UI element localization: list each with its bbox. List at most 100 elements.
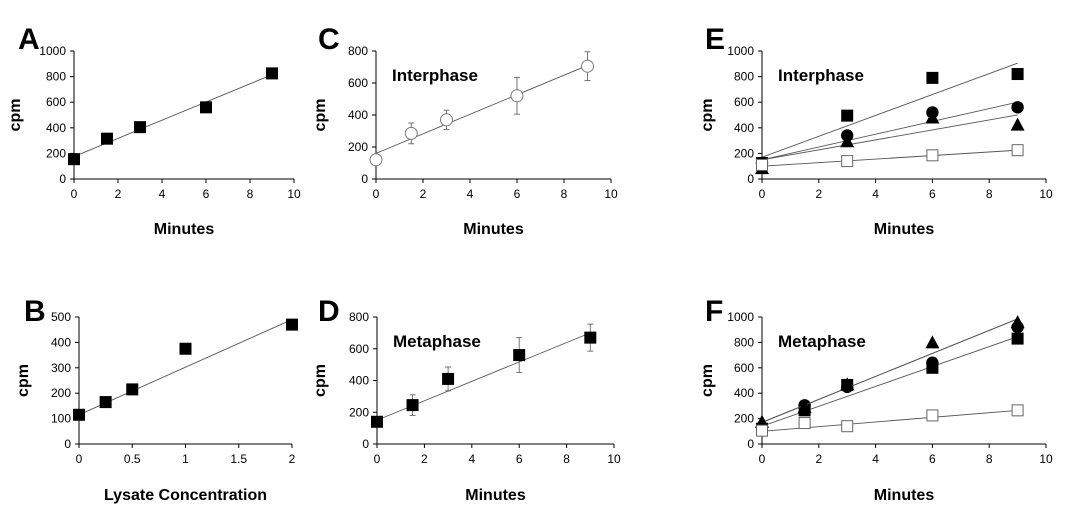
x-axis-title: Minutes: [874, 487, 935, 504]
x-tick-label: 2: [815, 187, 822, 201]
data-point: [1011, 68, 1024, 81]
data-point: [101, 132, 113, 145]
y-tick-label: 800: [734, 335, 754, 349]
data-point: [286, 318, 298, 331]
y-tick-label: 400: [46, 121, 66, 135]
data-point: [200, 101, 212, 114]
x-tick-label: 1.5: [230, 452, 247, 466]
x-tick-label: 2: [115, 187, 122, 201]
data-point: [73, 408, 85, 421]
x-axis-title: Minutes: [154, 221, 215, 238]
y-tick-label: 400: [349, 374, 369, 388]
phase-label: Metaphase: [393, 332, 481, 351]
series-4-square-open: [756, 144, 1024, 171]
x-tick-label: 4: [467, 187, 474, 201]
y-tick-label: 200: [734, 146, 754, 160]
panel-a: A 0 200 400 600 800 1000 0 2 4 6 8 10 Minutes cpm: [7, 23, 301, 238]
x-axis-title: Minutes: [463, 221, 524, 238]
y-tick-label: 0: [361, 172, 368, 186]
y-axis-title: cpm: [312, 364, 329, 397]
y-tick-label: 600: [348, 76, 368, 90]
panel-letter: C: [318, 23, 340, 56]
data-point: [584, 331, 597, 344]
panel-d: D 0 200 400 600 800 0 2 4 6 8 10 Minutes cpm Metaphase: [312, 295, 621, 504]
x-tick-label: 8: [563, 452, 570, 466]
y-tick-label: 300: [51, 361, 71, 375]
series-1-square-filled: [68, 67, 278, 166]
x-axis-title: Minutes: [465, 487, 526, 504]
x-tick-label: 0: [759, 452, 766, 466]
y-axis-title: cpm: [699, 99, 716, 132]
data-point: [926, 409, 939, 422]
y-tick-label: 400: [51, 335, 71, 349]
x-tick-label: 2: [289, 452, 296, 466]
y-tick-label: 600: [349, 342, 369, 356]
x-tick-label: 2: [815, 452, 822, 466]
panel-b: B 0 100 200 300 400 500 0 0.5 1 1.5 2 Lysate Concent…: [15, 295, 298, 504]
data-point: [1011, 332, 1024, 345]
x-tick-label: 4: [872, 452, 879, 466]
y-tick-label: 200: [51, 386, 71, 400]
y-tick-label: 800: [348, 44, 368, 58]
x-tick-label: 10: [1039, 452, 1053, 466]
y-tick-label: 1000: [727, 44, 754, 58]
data-point: [841, 155, 854, 168]
x-tick-label: 2: [420, 187, 427, 201]
x-tick-label: 8: [247, 187, 254, 201]
x-tick-label: 6: [929, 452, 936, 466]
data-point: [134, 121, 146, 134]
data-point: [179, 342, 192, 355]
x-tick-label: 0: [759, 187, 766, 201]
trend-line: [761, 114, 1018, 161]
data-point: [369, 153, 383, 167]
trend-line: [78, 319, 293, 416]
x-tick-label: 0: [374, 452, 381, 466]
series-4-square-open: [756, 404, 1024, 437]
panel-letter: A: [18, 23, 40, 56]
data-point: [925, 335, 940, 349]
y-tick-label: 200: [348, 140, 368, 154]
panel-e: E 0 200 400 600 800 1000 0 2 4 6 8 10 Minutes cpm Inter…: [699, 23, 1053, 238]
panel-letter: D: [318, 295, 340, 328]
data-point: [797, 400, 812, 414]
x-axis-title: Minutes: [874, 221, 935, 238]
x-tick-label: 10: [287, 187, 301, 201]
y-tick-label: 0: [747, 437, 754, 451]
y-axis-title: cpm: [312, 99, 329, 132]
trend-line: [761, 149, 1018, 167]
y-tick-label: 0: [59, 172, 66, 186]
series-1-square-filled: [371, 323, 597, 428]
y-tick-label: 600: [734, 361, 754, 375]
y-tick-label: 0: [64, 437, 71, 451]
data-point: [926, 356, 939, 369]
y-tick-label: 800: [734, 70, 754, 84]
y-tick-label: 1000: [39, 44, 66, 58]
panel-letter: B: [24, 295, 46, 328]
x-tick-label: 6: [516, 452, 523, 466]
data-point: [840, 377, 855, 391]
series-3-triangle-filled: [755, 315, 1025, 428]
data-point: [1010, 117, 1025, 131]
data-point: [442, 372, 455, 385]
y-tick-label: 800: [349, 310, 369, 324]
data-point: [755, 414, 769, 428]
x-tick-label: 6: [203, 187, 210, 201]
x-tick-label: 6: [929, 187, 936, 201]
series-1-circle-open: [369, 51, 594, 167]
x-tick-label: 10: [604, 187, 618, 201]
series-1-square-filled: [73, 318, 298, 421]
data-point: [756, 158, 768, 171]
data-point: [68, 153, 80, 166]
data-point: [126, 383, 139, 396]
data-point: [404, 126, 418, 140]
y-tick-label: 600: [46, 95, 66, 109]
trend-line: [761, 62, 1018, 158]
trend-line: [761, 101, 1018, 161]
x-tick-label: 8: [986, 187, 993, 201]
data-point: [1011, 101, 1024, 114]
panel-letter: E: [705, 23, 725, 56]
data-point: [406, 399, 419, 412]
data-point: [371, 415, 383, 428]
y-tick-label: 400: [348, 108, 368, 122]
